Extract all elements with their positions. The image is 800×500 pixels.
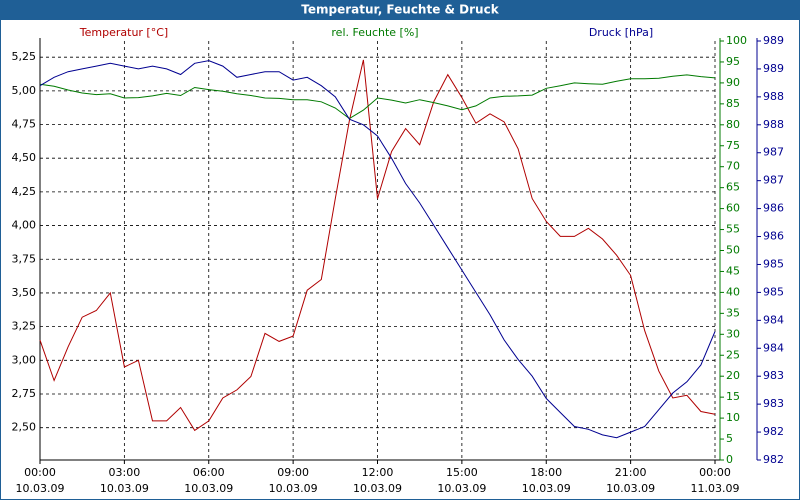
y-tick-label: 5,00 <box>12 84 37 97</box>
x-tick-label: 18:00 <box>530 466 562 479</box>
series-line <box>39 59 716 432</box>
y-tick-label: 2,50 <box>12 421 37 434</box>
x-tick-label: 00:00 <box>24 466 56 479</box>
y3-tick-label: 986 <box>763 230 784 243</box>
y2-tick-label: 100 <box>726 34 747 47</box>
y-tick-label: 3,00 <box>12 353 37 366</box>
y-tick-label: 4,00 <box>12 219 37 232</box>
y3-tick-label: 985 <box>763 257 784 270</box>
y2-tick-label: 80 <box>726 118 740 131</box>
x-tick-label: 12:00 <box>362 466 394 479</box>
y-tick-label: 4,50 <box>12 151 37 164</box>
y2-tick-label: 5 <box>726 432 733 445</box>
y2-tick-label: 15 <box>726 390 740 403</box>
y3-tick-label: 984 <box>763 313 784 326</box>
series-name: Druck [hPa] <box>589 26 653 39</box>
y2-tick-label: 30 <box>726 327 740 340</box>
y3-tick-label: 989 <box>763 34 784 47</box>
y2-tick-label: 45 <box>726 264 740 277</box>
y2-tick-label: 0 <box>726 453 733 466</box>
x-tick-label: 10.03.09 <box>100 482 149 495</box>
x-tick-label: 15:00 <box>446 466 478 479</box>
y-tick-label: 4,75 <box>12 118 37 131</box>
y2-tick-label: 70 <box>726 160 740 173</box>
x-tick-label: 06:00 <box>193 466 225 479</box>
y2-tick-label: 90 <box>726 76 740 89</box>
x-tick-label: 10.03.09 <box>184 482 233 495</box>
y-tick-label: 3,25 <box>12 320 37 333</box>
y3-tick-label: 988 <box>763 90 784 103</box>
y3-tick-label: 985 <box>763 285 784 298</box>
x-tick-label: 10.03.09 <box>606 482 655 495</box>
x-tick-label: 10.03.09 <box>16 482 65 495</box>
y2-tick-label: 75 <box>726 139 740 152</box>
x-tick-label: 11.03.09 <box>691 482 740 495</box>
y2-tick-label: 85 <box>726 97 740 110</box>
y2-tick-label: 25 <box>726 348 740 361</box>
y-tick-label: 2,75 <box>12 387 37 400</box>
y3-tick-label: 988 <box>763 118 784 131</box>
series-name: Temperatur [°C] <box>79 26 168 39</box>
x-tick-label: 03:00 <box>109 466 141 479</box>
y2-tick-label: 50 <box>726 244 740 257</box>
x-tick-label: 10.03.09 <box>522 482 571 495</box>
y-tick-label: 4,25 <box>12 185 37 198</box>
y3-tick-label: 987 <box>763 146 784 159</box>
y3-tick-label: 987 <box>763 174 784 187</box>
series-name: rel. Feuchte [%] <box>331 26 418 39</box>
series-line <box>39 60 716 439</box>
y3-tick-label: 989 <box>763 62 784 75</box>
x-tick-label: 09:00 <box>277 466 309 479</box>
y2-tick-label: 65 <box>726 181 740 194</box>
y2-tick-label: 35 <box>726 306 740 319</box>
y3-tick-label: 986 <box>763 202 784 215</box>
y3-tick-label: 983 <box>763 369 784 382</box>
x-tick-label: 10.03.09 <box>437 482 486 495</box>
y3-tick-label: 984 <box>763 341 784 354</box>
y3-tick-label: 982 <box>763 425 784 438</box>
x-tick-label: 00:00 <box>699 466 731 479</box>
y2-tick-label: 40 <box>726 285 740 298</box>
y2-tick-label: 60 <box>726 202 740 215</box>
y2-tick-label: 20 <box>726 369 740 382</box>
y-tick-label: 5,25 <box>12 50 37 63</box>
x-tick-label: 21:00 <box>615 466 647 479</box>
x-tick-label: 10.03.09 <box>269 482 318 495</box>
y-tick-label: 3,75 <box>12 252 37 265</box>
y2-tick-label: 95 <box>726 55 740 68</box>
series-line <box>39 74 716 120</box>
y3-tick-label: 982 <box>763 453 784 466</box>
x-tick-label: 10.03.09 <box>353 482 402 495</box>
title-bar <box>0 0 800 20</box>
y2-tick-label: 10 <box>726 411 740 424</box>
chart-title: Temperatur, Feuchte & Druck <box>301 3 499 17</box>
y-tick-label: 3,50 <box>12 286 37 299</box>
y3-tick-label: 983 <box>763 397 784 410</box>
y2-tick-label: 55 <box>726 223 740 236</box>
